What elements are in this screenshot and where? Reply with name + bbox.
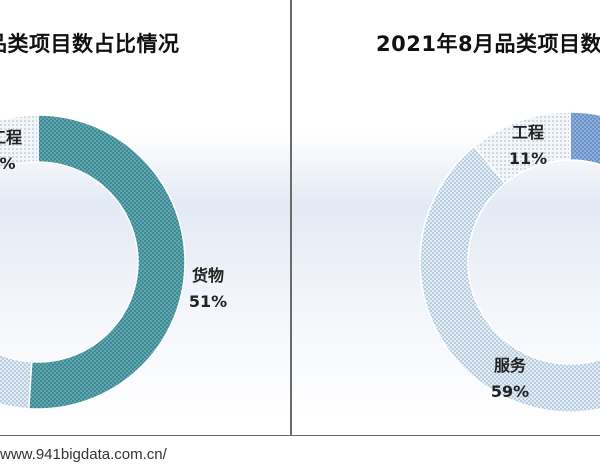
label-services-name: 服务: [494, 356, 527, 375]
label-engineering-name: 工程: [512, 123, 544, 142]
label-services-pct: 59%: [491, 382, 529, 401]
slice-engineering: [473, 111, 571, 185]
label-engineering-pct: 11%: [509, 149, 547, 168]
slice-services: [0, 353, 33, 410]
slice-goods: [27, 114, 186, 410]
right-chart-panel: 2021年8月品类项目数 工程 11% 服务 59%: [291, 0, 600, 436]
left-chart-title: 品类项目数占比情况: [0, 32, 180, 56]
slice-services: [419, 145, 600, 413]
slice-goods: [569, 111, 600, 166]
left-donut-chart: 货物 51% 工程 0%: [0, 114, 227, 410]
label-engineering-name: 工程: [0, 128, 22, 147]
label-goods-name: 货物: [192, 266, 224, 285]
source-url: www.941bigdata.com.cn/: [0, 446, 167, 463]
label-goods-pct: 51%: [189, 292, 227, 311]
slice-engineering: [0, 114, 39, 171]
right-donut-chart: 工程 11% 服务 59%: [419, 111, 600, 413]
label-engineering-pct: 0%: [0, 154, 16, 173]
left-chart-panel: 品类项目数占比情况 货物 51% 工程 0%: [0, 0, 291, 436]
right-chart-title: 2021年8月品类项目数: [376, 32, 600, 56]
